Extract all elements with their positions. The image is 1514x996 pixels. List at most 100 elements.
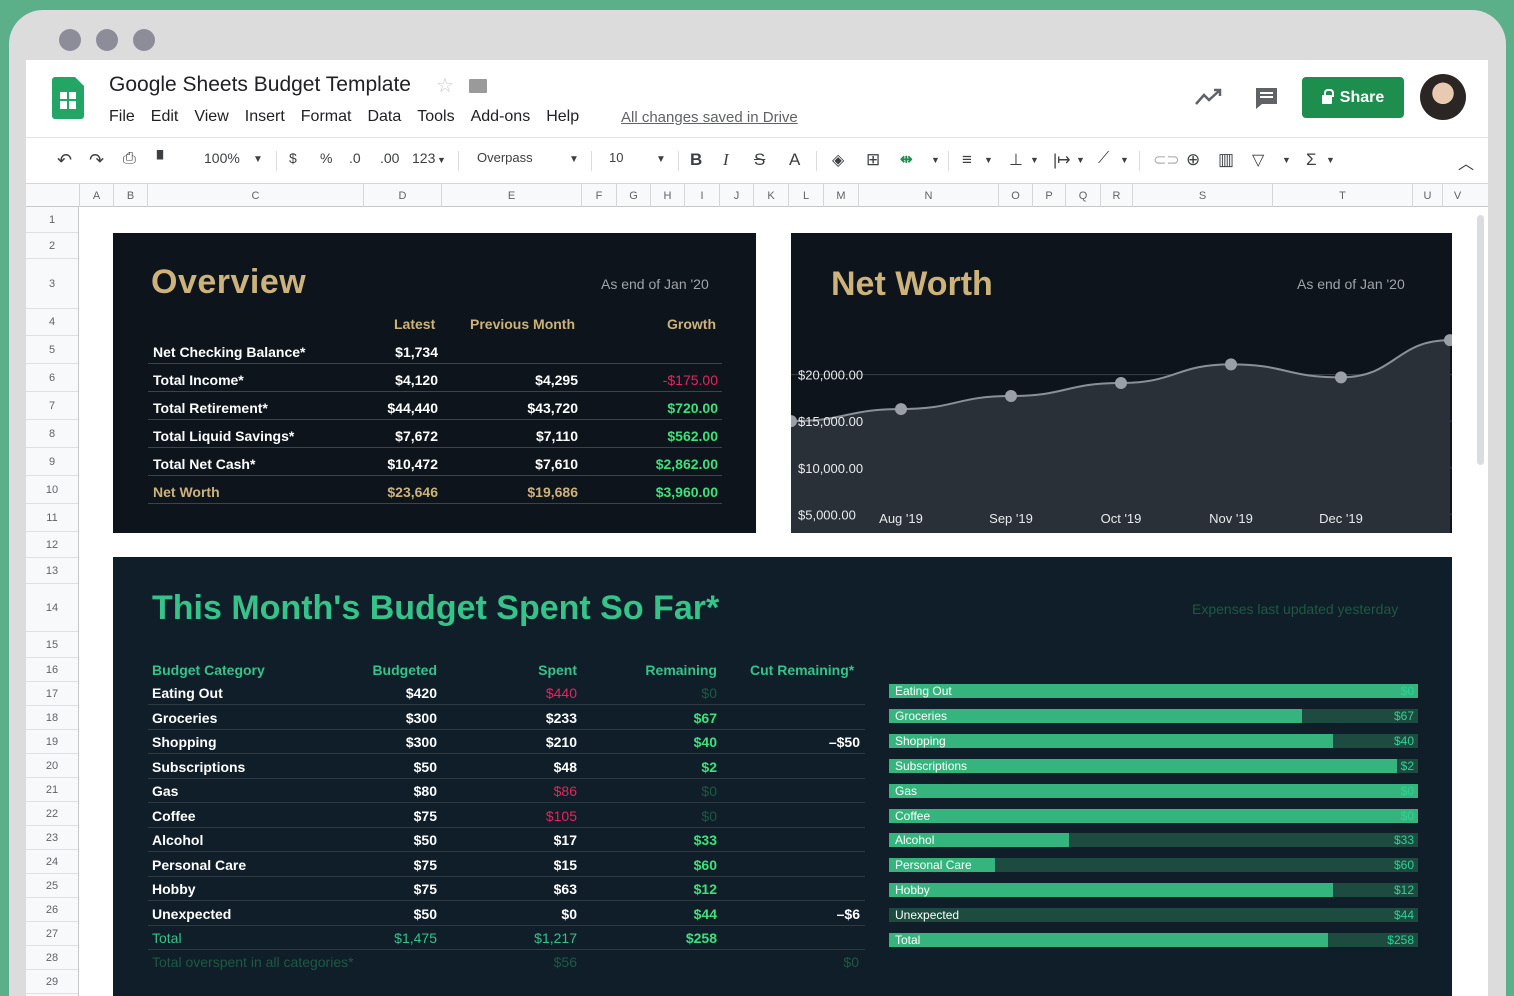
- row-header[interactable]: 5: [26, 336, 78, 364]
- column-header[interactable]: E: [441, 184, 581, 207]
- row-header[interactable]: 14: [26, 584, 78, 632]
- row-header[interactable]: 9: [26, 448, 78, 476]
- column-header[interactable]: B: [113, 184, 147, 207]
- column-header[interactable]: T: [1272, 184, 1412, 207]
- horizontal-align-icon[interactable]: ≡: [962, 150, 972, 169]
- rotation-chevron-down-icon[interactable]: ▼: [1120, 155, 1129, 165]
- borders-icon[interactable]: ⊞: [866, 150, 881, 169]
- formats-chevron-down-icon[interactable]: ▼: [437, 155, 446, 165]
- row-header[interactable]: 12: [26, 532, 78, 558]
- text-color-button[interactable]: A: [789, 150, 801, 169]
- redo-icon[interactable]: ↷: [89, 150, 105, 170]
- row-header[interactable]: 16: [26, 658, 78, 682]
- functions-button[interactable]: Σ: [1306, 150, 1317, 169]
- row-header[interactable]: 10: [26, 476, 78, 504]
- row-header[interactable]: 15: [26, 632, 78, 658]
- row-header[interactable]: 29: [26, 970, 78, 994]
- menu-help[interactable]: Help: [546, 108, 580, 125]
- column-header[interactable]: S: [1132, 184, 1272, 207]
- row-header[interactable]: 23: [26, 826, 78, 850]
- row-header[interactable]: 7: [26, 392, 78, 420]
- row-header[interactable]: 21: [26, 778, 78, 802]
- collapse-chevron-up-icon[interactable]: ︿: [1458, 156, 1475, 173]
- row-header[interactable]: 26: [26, 898, 78, 922]
- vertical-scrollbar[interactable]: [1477, 215, 1484, 465]
- insert-comment-icon[interactable]: ⊕: [1186, 150, 1201, 169]
- row-header[interactable]: 8: [26, 420, 78, 448]
- data-point[interactable]: [1115, 376, 1127, 389]
- fill-color-icon[interactable]: ◈: [832, 152, 845, 169]
- row-header[interactable]: 22: [26, 802, 78, 826]
- folder-icon[interactable]: [469, 79, 487, 93]
- currency-format-button[interactable]: $: [289, 150, 297, 166]
- functions-chevron-down-icon[interactable]: ▼: [1326, 155, 1335, 165]
- column-header[interactable]: Q: [1065, 184, 1100, 207]
- share-button[interactable]: Share: [1302, 77, 1404, 118]
- menu-addons[interactable]: Add-ons: [470, 108, 531, 125]
- row-header[interactable]: 17: [26, 682, 78, 706]
- row-header[interactable]: 27: [26, 922, 78, 946]
- window-dot-close-icon[interactable]: [59, 29, 81, 51]
- menu-data[interactable]: Data: [367, 108, 402, 125]
- percent-format-button[interactable]: %: [320, 150, 333, 166]
- sheets-logo-icon[interactable]: [52, 77, 84, 119]
- star-icon[interactable]: ☆: [436, 75, 454, 97]
- filter-chevron-down-icon[interactable]: ▼: [1282, 155, 1291, 165]
- column-header[interactable]: N: [858, 184, 998, 207]
- row-header[interactable]: 20: [26, 754, 78, 778]
- column-header[interactable]: D: [363, 184, 441, 207]
- column-header[interactable]: G: [616, 184, 650, 207]
- column-header[interactable]: J: [719, 184, 753, 207]
- data-point[interactable]: [1335, 371, 1347, 384]
- document-title[interactable]: Google Sheets Budget Template: [109, 73, 411, 96]
- column-header[interactable]: O: [998, 184, 1032, 207]
- row-header[interactable]: 2: [26, 233, 78, 259]
- column-header[interactable]: L: [788, 184, 823, 207]
- column-header[interactable]: R: [1100, 184, 1132, 207]
- row-header[interactable]: 28: [26, 946, 78, 970]
- font-select[interactable]: Overpass: [477, 150, 533, 165]
- decrease-decimal-button[interactable]: .0: [349, 150, 361, 166]
- column-header[interactable]: P: [1032, 184, 1065, 207]
- merge-cells-icon[interactable]: ⇹: [900, 151, 913, 168]
- row-header[interactable]: 3: [26, 259, 78, 309]
- row-header[interactable]: 24: [26, 850, 78, 874]
- vertical-align-icon[interactable]: ⊥: [1009, 152, 1023, 169]
- insert-link-icon[interactable]: ⊂⊃: [1153, 152, 1180, 169]
- italic-button[interactable]: I: [723, 150, 729, 169]
- font-chevron-down-icon[interactable]: ▼: [569, 154, 579, 165]
- data-point[interactable]: [791, 415, 797, 428]
- row-header[interactable]: 1: [26, 207, 78, 233]
- font-size-chevron-down-icon[interactable]: ▼: [656, 154, 666, 165]
- increase-decimal-button[interactable]: .00: [380, 150, 400, 166]
- row-header[interactable]: 25: [26, 874, 78, 898]
- window-dot-minimize-icon[interactable]: [96, 29, 118, 51]
- valign-chevron-down-icon[interactable]: ▼: [1030, 155, 1039, 165]
- more-formats-button[interactable]: 123: [412, 150, 436, 166]
- font-size-select[interactable]: 10: [609, 150, 624, 165]
- menu-tools[interactable]: Tools: [417, 108, 455, 125]
- filter-icon[interactable]: ▽: [1252, 152, 1265, 169]
- column-header[interactable]: H: [650, 184, 684, 207]
- column-header[interactable]: V: [1442, 184, 1472, 207]
- print-icon[interactable]: ⎙: [123, 150, 136, 167]
- insert-chart-icon[interactable]: ▥: [1218, 150, 1235, 169]
- bold-button[interactable]: B: [690, 150, 703, 169]
- menu-format[interactable]: Format: [300, 108, 352, 125]
- row-header[interactable]: 19: [26, 730, 78, 754]
- menu-file[interactable]: File: [109, 108, 135, 125]
- column-header[interactable]: I: [684, 184, 719, 207]
- zoom-chevron-down-icon[interactable]: ▼: [253, 154, 263, 165]
- text-rotation-icon[interactable]: ⟋: [1098, 150, 1110, 167]
- menu-view[interactable]: View: [194, 108, 229, 125]
- text-wrap-icon[interactable]: |↦: [1053, 152, 1071, 169]
- column-header[interactable]: U: [1412, 184, 1442, 207]
- row-header[interactable]: 4: [26, 309, 78, 336]
- data-point[interactable]: [1005, 390, 1017, 403]
- menu-edit[interactable]: Edit: [150, 108, 179, 125]
- row-header[interactable]: 13: [26, 558, 78, 584]
- data-point[interactable]: [1225, 358, 1237, 371]
- wrap-chevron-down-icon[interactable]: ▼: [1076, 155, 1085, 165]
- halign-chevron-down-icon[interactable]: ▼: [984, 155, 993, 165]
- zoom-select[interactable]: 100%: [204, 150, 240, 166]
